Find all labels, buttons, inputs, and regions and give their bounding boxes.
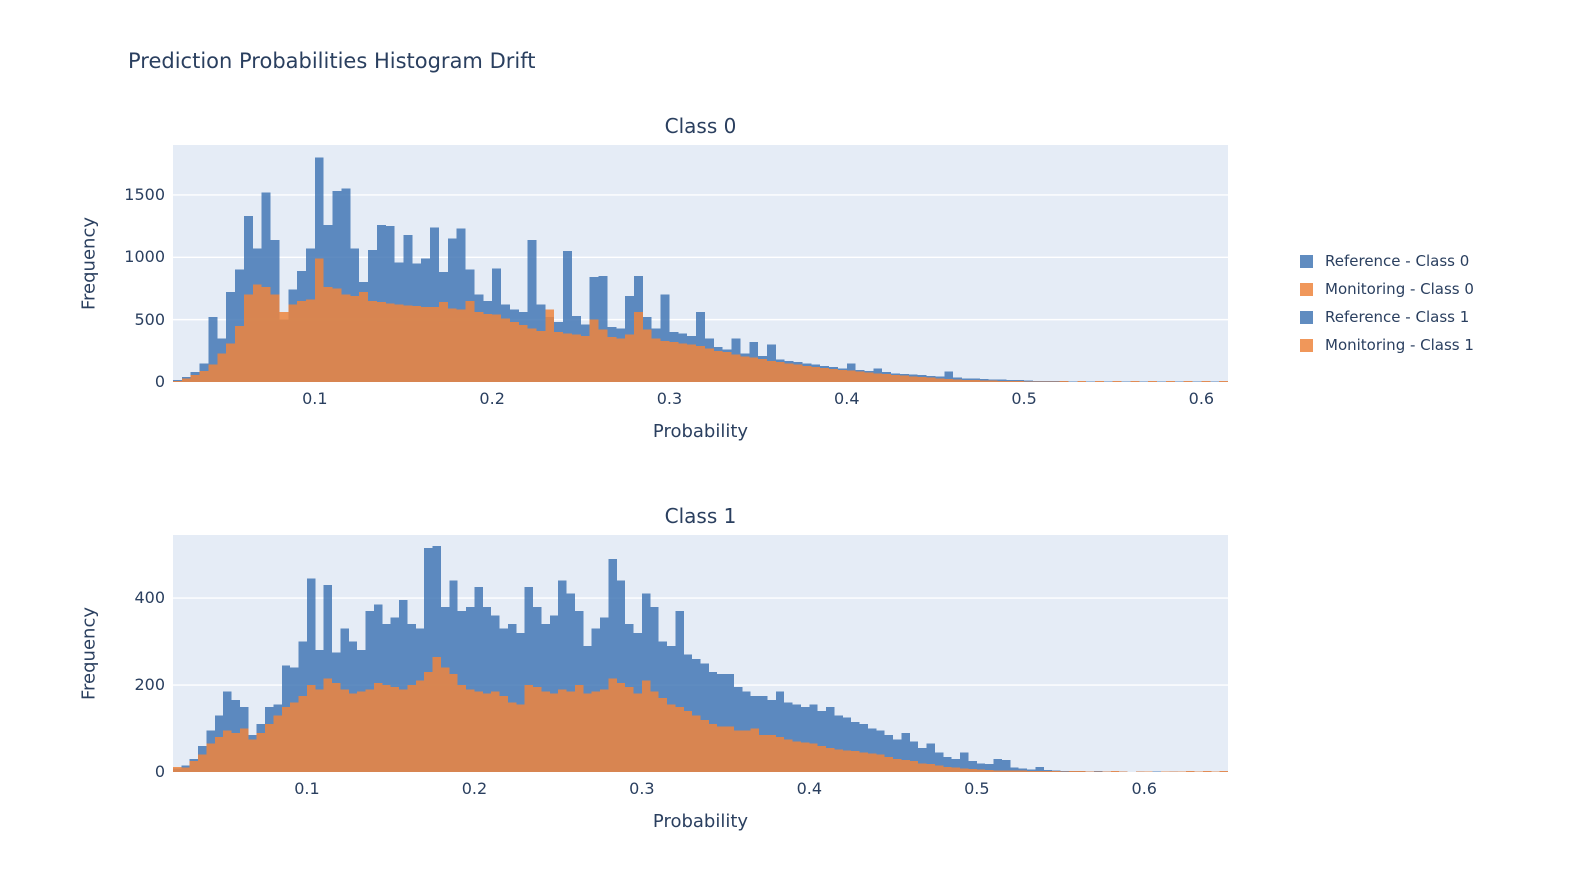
y-tick-label: 0 (154, 372, 165, 391)
legend-label: Monitoring - Class 1 (1325, 336, 1474, 354)
x-tick-label: 0.4 (834, 389, 860, 408)
x-tick-label: 0.3 (656, 389, 683, 408)
x-tick-label: 0.4 (796, 779, 823, 798)
y-tick-label: 1500 (124, 184, 165, 204)
x-tick-label: 0.6 (1131, 779, 1157, 798)
legend-label: Reference - Class 1 (1325, 308, 1470, 326)
y-tick-label: 500 (134, 309, 165, 329)
legend-swatch-monitoring-class1 (1300, 338, 1313, 352)
figure-title: Prediction Probabilities Histogram Drift (128, 49, 536, 73)
subplot-title-class1: Class 1 (664, 504, 737, 528)
y-axis-title-class1: Frequency (78, 607, 100, 700)
subplot-title-class0: Class 0 (664, 114, 737, 138)
legend-item-monitoring-class0[interactable]: Monitoring - Class 0 (1300, 275, 1474, 303)
histogram-svg-0 (173, 157, 1228, 382)
y-tick-label: 0 (154, 762, 165, 781)
x-tick-label: 0.6 (1188, 389, 1215, 408)
x-tick-label: 0.5 (1011, 389, 1037, 408)
histogram-svg-1 (173, 545, 1228, 772)
legend-swatch-reference-class1 (1300, 310, 1313, 324)
legend-swatch-monitoring-class0 (1300, 282, 1313, 296)
x-tick-label: 0.1 (302, 389, 328, 408)
series-monitoring-bars (173, 258, 1228, 382)
legend-label: Monitoring - Class 0 (1325, 280, 1474, 298)
y-tick-label: 400 (134, 588, 165, 608)
legend-swatch-reference-class0 (1300, 254, 1313, 268)
legend-item-reference-class1[interactable]: Reference - Class 1 (1300, 303, 1474, 331)
legend-item-reference-class0[interactable]: Reference - Class 0 (1300, 247, 1474, 275)
legend-item-monitoring-class1[interactable]: Monitoring - Class 1 (1300, 331, 1474, 359)
x-axis-title-class0: Probability (652, 421, 749, 442)
x-axis-title-class1: Probability (652, 811, 749, 832)
series-monitoring-bars (173, 656, 1228, 772)
plot-area-class0[interactable] (173, 145, 1228, 382)
x-tick-label: 0.2 (461, 779, 488, 798)
x-tick-label: 0.3 (629, 779, 655, 798)
y-tick-label: 200 (134, 675, 165, 695)
x-tick-label: 0.5 (964, 779, 990, 798)
legend: Reference - Class 0 Monitoring - Class 0… (1300, 247, 1474, 359)
x-tick-label: 0.1 (294, 779, 320, 798)
legend-label: Reference - Class 0 (1325, 252, 1470, 270)
plot-area-class1[interactable] (173, 535, 1228, 772)
y-tick-label: 1000 (124, 247, 165, 267)
x-tick-label: 0.2 (479, 389, 505, 408)
